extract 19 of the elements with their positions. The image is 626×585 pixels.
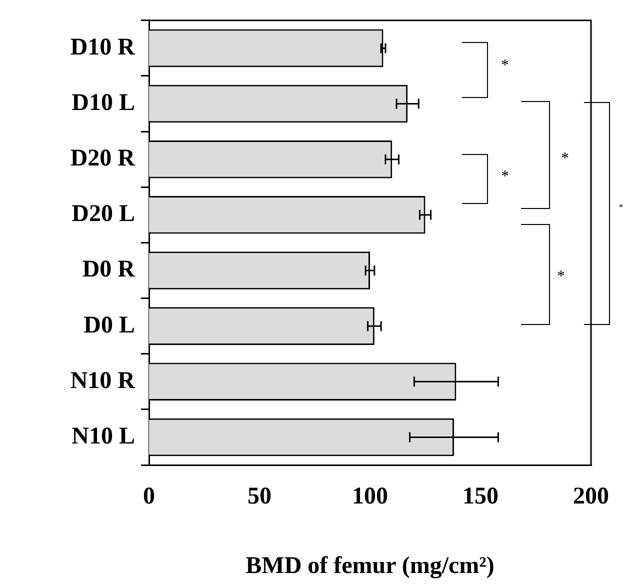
annotation: * [501, 168, 509, 186]
annotation: * [501, 57, 509, 75]
x-tick-label: 150 [462, 484, 498, 510]
y-tick-label: N10 R [70, 368, 136, 394]
x-axis-title: BMD of femur (mg/cm²) [246, 552, 494, 579]
y-tick-label: N10 L [72, 423, 135, 450]
y-tick-label: D20 L [72, 201, 135, 228]
text: * [618, 202, 624, 212]
y-tick-label: D0 R [82, 256, 136, 283]
annotation: * [557, 268, 565, 286]
y-tick-label: D20 R [70, 146, 136, 172]
y-tick-label: D0 L [84, 312, 135, 338]
x-tick-label: 50 [248, 484, 272, 510]
x-tick-label: 100 [352, 484, 388, 510]
x-tick-label: 200 [573, 484, 609, 510]
annotation: * [561, 150, 569, 168]
y-tick-label: D10 R [70, 34, 136, 60]
y-tick-label: D10 L [72, 90, 135, 116]
x-tick-label: 0 [143, 484, 155, 510]
